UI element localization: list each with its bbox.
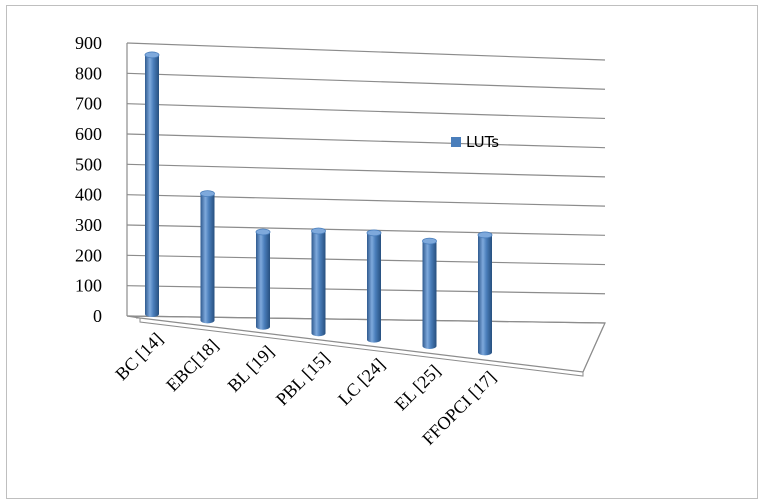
y-tick-label: 100	[75, 276, 102, 296]
bar-top	[200, 190, 215, 198]
bar-body	[145, 54, 159, 317]
y-tick-label: 600	[75, 124, 102, 144]
bar-top	[366, 229, 382, 237]
x-category-label: EL [25]	[391, 361, 445, 415]
y-tick-label: 400	[75, 185, 102, 205]
grid-layer	[126, 42, 606, 324]
x-category-label: BC [14]	[111, 329, 167, 385]
gridline	[126, 254, 606, 266]
y-tick-label: 700	[75, 94, 102, 114]
gridline	[126, 163, 606, 178]
gridline	[126, 285, 606, 295]
bar-top	[311, 227, 326, 235]
gridline	[126, 42, 606, 61]
bar-bl-19	[255, 228, 271, 330]
x-category-label: BL [19]	[224, 341, 278, 395]
x-category-label: PBL [15]	[272, 348, 333, 409]
bar-ebc-18	[200, 190, 215, 324]
y-tick-label: 900	[75, 33, 102, 53]
bars	[144, 51, 493, 356]
legend: LUTs	[451, 133, 499, 151]
y-tick-label: 800	[75, 63, 102, 83]
bar-top	[144, 51, 160, 59]
x-category-label: LC [24]	[334, 354, 389, 409]
bar-body	[367, 232, 381, 343]
bar-el-25	[422, 237, 437, 349]
legend-swatch-luts	[451, 137, 461, 147]
y-tick-label: 200	[75, 245, 102, 265]
bar-top	[255, 228, 271, 236]
y-tick-label: 300	[75, 215, 102, 235]
bar-bc-14	[144, 51, 160, 317]
axis-layer	[126, 43, 606, 377]
bar-top	[477, 231, 493, 239]
bar-pbl-15	[311, 227, 326, 337]
x-category-label: EBC[18]	[162, 335, 222, 395]
gridline	[126, 224, 606, 236]
y-tick-label: 500	[75, 154, 102, 174]
y-tick-label: 0	[93, 306, 102, 326]
bar-body	[422, 241, 437, 349]
gridline	[126, 72, 606, 90]
bar-body	[311, 230, 326, 337]
legend-label-luts: LUTs	[466, 133, 499, 151]
gridline	[126, 103, 606, 120]
y-tick-labels: 0 100 200 300 400 500 600 700 800 900	[75, 33, 102, 326]
floor-edge	[139, 318, 604, 377]
bar-body	[200, 193, 215, 324]
bar-body	[256, 232, 270, 330]
gridline	[126, 133, 606, 149]
category-labels: BC [14]EBC[18] BL [19]PBL [15] LC [24] EL […	[111, 329, 500, 449]
gridline	[126, 194, 606, 207]
bar-lc-24	[366, 229, 382, 343]
bar-ffopci-17	[477, 231, 493, 356]
bar-body	[478, 234, 493, 356]
bar-top	[422, 237, 437, 245]
chart-frame	[6, 5, 758, 499]
